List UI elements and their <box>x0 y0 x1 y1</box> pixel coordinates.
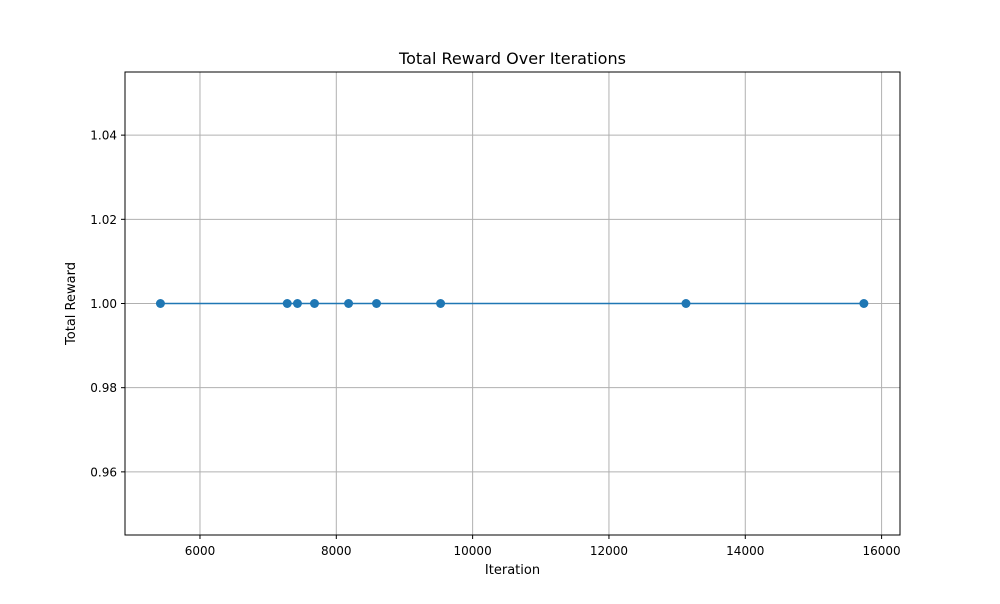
x-tick-label: 8000 <box>321 544 352 558</box>
data-point <box>681 299 691 308</box>
y-tick-label: 0.96 <box>90 465 117 479</box>
x-tick-label: 12000 <box>590 544 628 558</box>
x-tick-label: 6000 <box>185 544 216 558</box>
x-axis-label: Iteration <box>485 563 540 578</box>
data-point <box>436 299 446 308</box>
y-tick-label: 1.04 <box>90 129 117 143</box>
data-point <box>282 299 292 308</box>
series-layer <box>155 299 869 308</box>
data-point <box>292 299 302 308</box>
x-tick-label: 16000 <box>863 544 901 558</box>
x-tick-label: 10000 <box>454 544 492 558</box>
y-tick-label: 1.00 <box>90 297 117 311</box>
x-tick-label: 14000 <box>726 544 764 558</box>
data-point <box>155 299 165 308</box>
chart-title: Total Reward Over Iterations <box>398 49 626 68</box>
y-axis-label: Total Reward <box>64 262 79 346</box>
data-point <box>344 299 354 308</box>
y-tick-label: 1.02 <box>90 213 117 227</box>
y-axis: 0.96 0.98 1.00 1.02 1.04 <box>90 129 125 479</box>
y-tick-label: 0.98 <box>90 381 117 395</box>
x-axis: 6000 8000 10000 12000 14000 16000 <box>185 535 901 558</box>
data-point <box>309 299 319 308</box>
data-point <box>859 299 869 308</box>
data-point <box>372 299 382 308</box>
